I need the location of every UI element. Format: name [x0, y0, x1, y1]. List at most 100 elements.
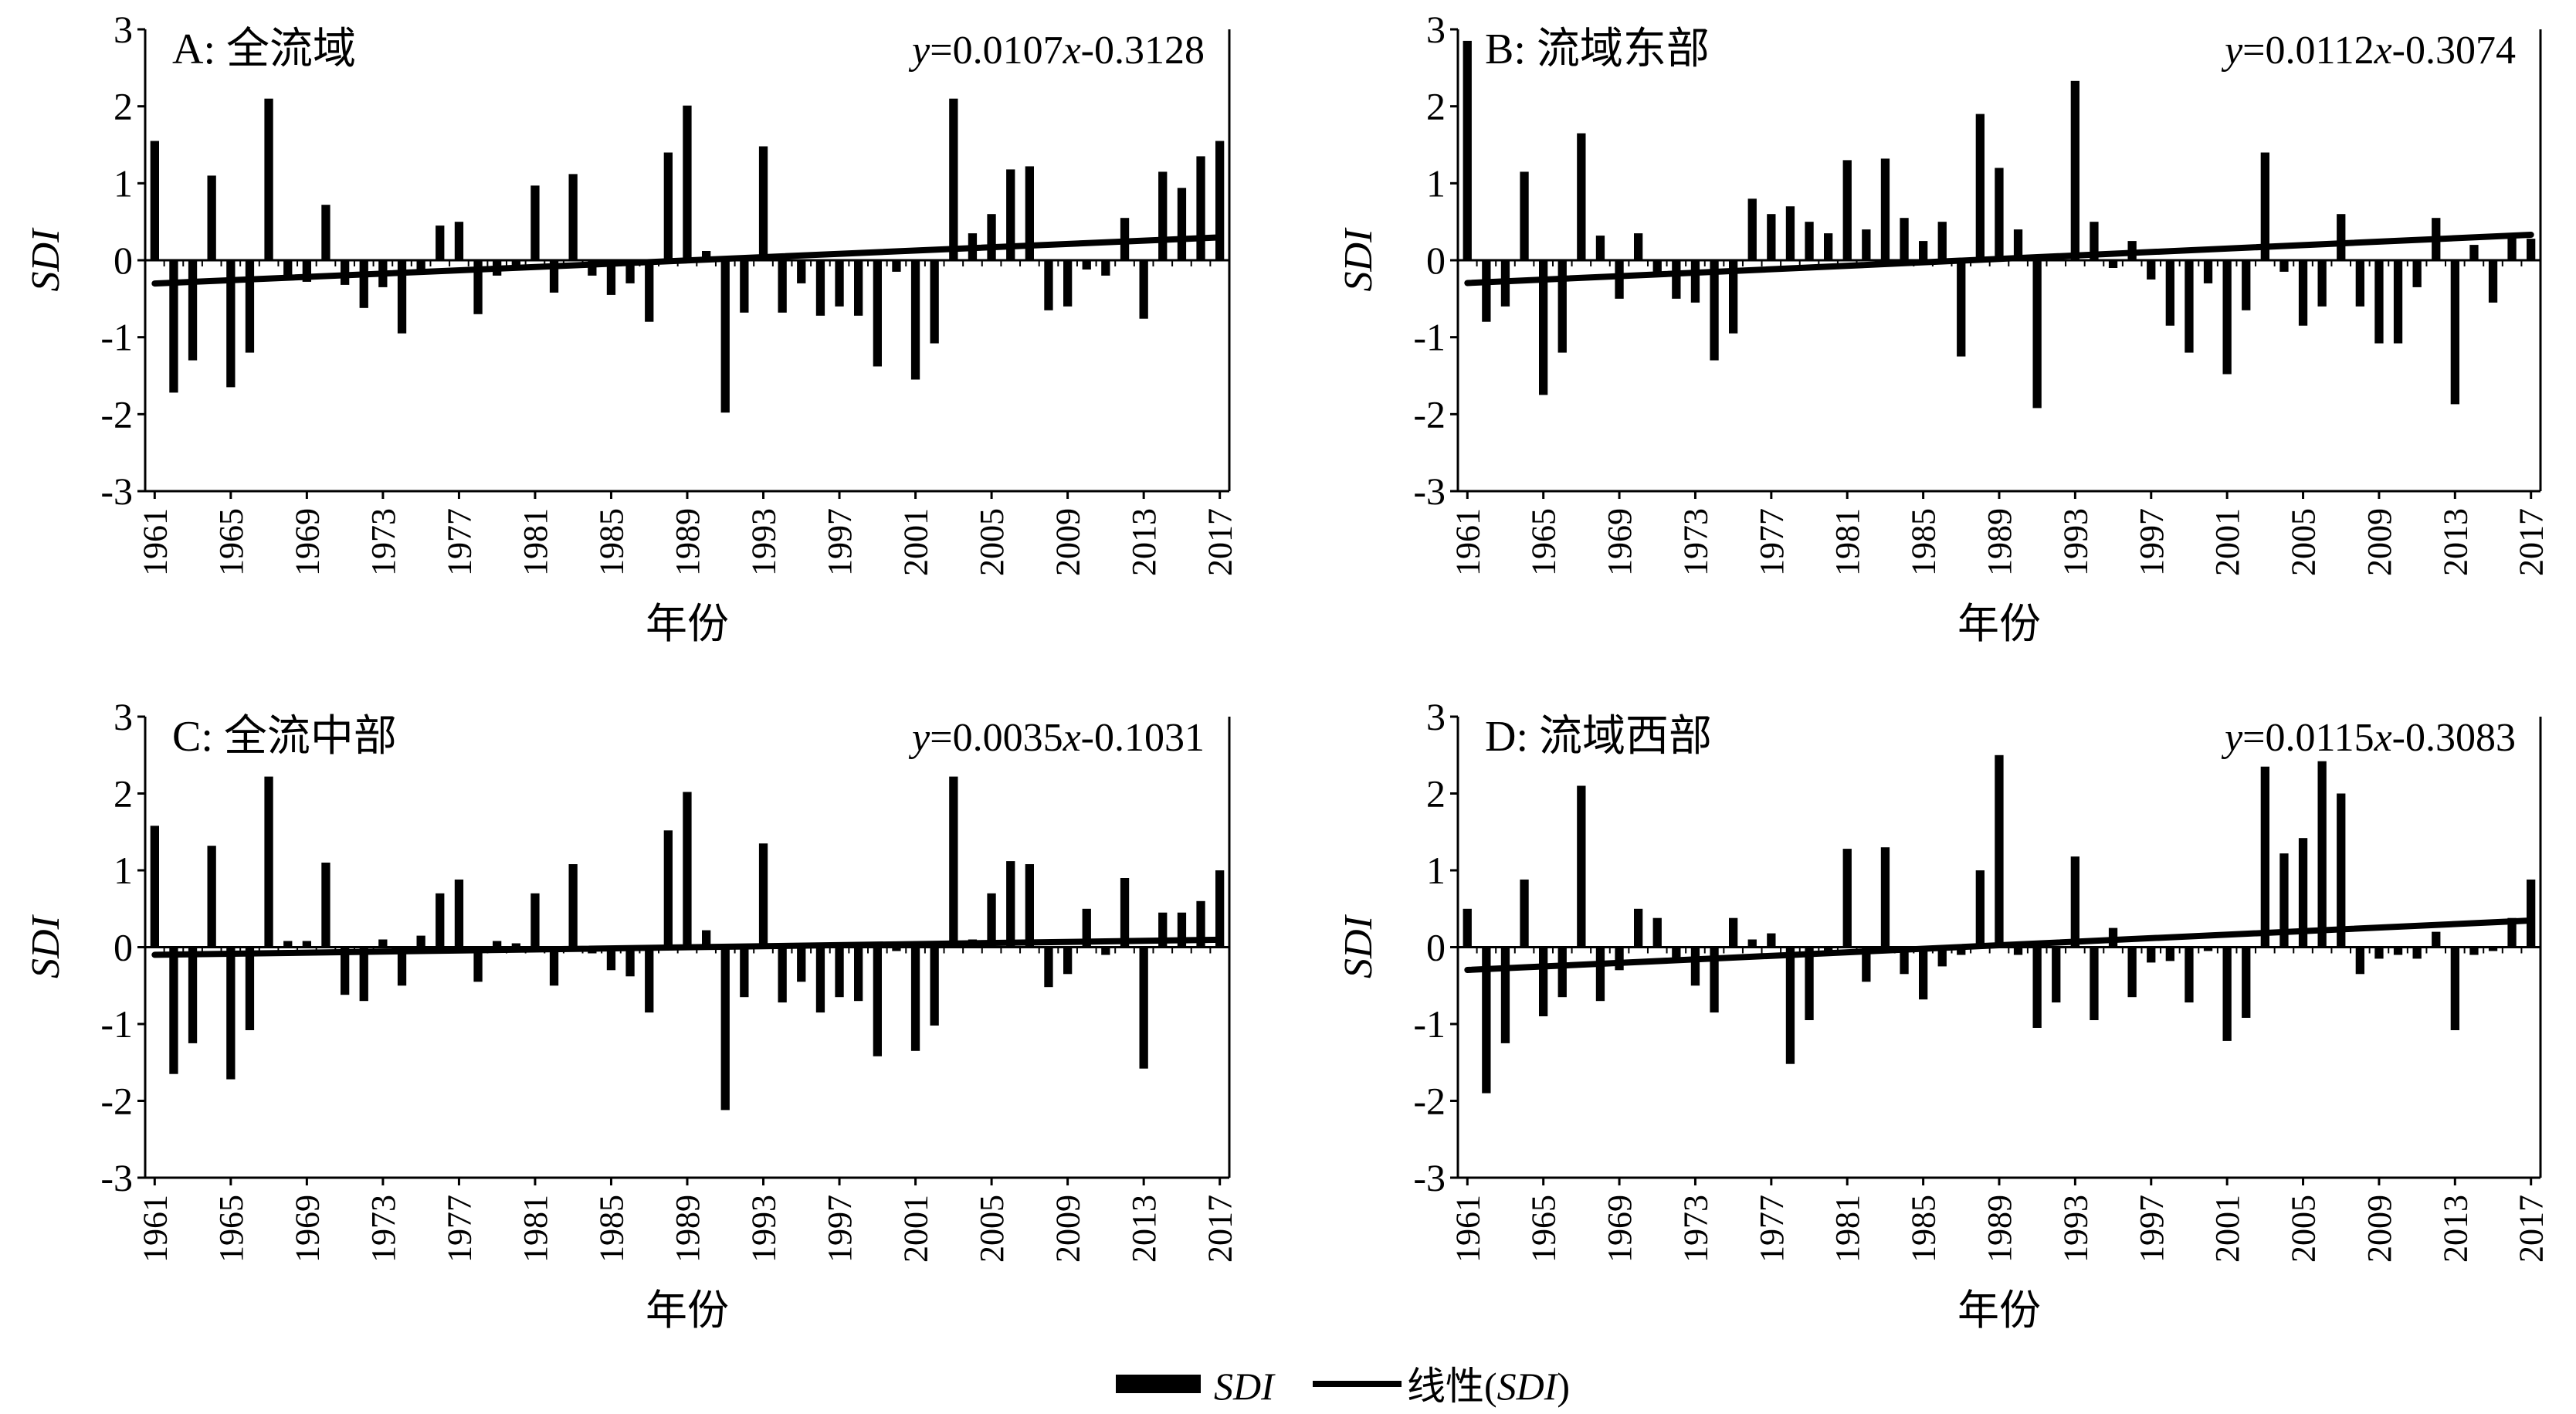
bar-b-1982 [1862, 229, 1871, 260]
bar-c-1972 [359, 947, 368, 1002]
bar-b-2000 [2203, 260, 2213, 283]
bar-d-1976 [1747, 939, 1757, 948]
bar-a-1987 [645, 260, 654, 322]
x-axis-label-c: 年份 [646, 1287, 729, 1334]
bar-b-1997 [2147, 260, 2156, 280]
bar-c-1968 [283, 941, 293, 948]
bar-b-1977 [1767, 214, 1776, 260]
bar-c-1996 [815, 947, 825, 1013]
bar-b-1964 [1520, 171, 1529, 260]
bar-b-2008 [2355, 260, 2364, 307]
x-tick-label-c-1977: 1977 [440, 1195, 478, 1263]
x-tick-label-d-1985: 1985 [1905, 1195, 1943, 1263]
bar-b-2010 [2393, 260, 2403, 344]
y-tick-label-c-1: 1 [114, 849, 133, 892]
x-tick-label-b-2017: 2017 [2513, 508, 2551, 576]
bar-c-1970 [321, 863, 330, 948]
bar-d-2003 [2260, 766, 2269, 948]
bar-a-1994 [778, 260, 787, 313]
x-tick-label-b-1981: 1981 [1829, 508, 1866, 576]
bar-d-1965 [1539, 947, 1548, 1016]
bar-c-1990 [702, 930, 711, 948]
y-tick-label-c--3: -3 [100, 1156, 133, 1199]
bar-a-1982 [549, 260, 559, 293]
bar-d-1971 [1652, 917, 1662, 948]
bar-b-1984 [1900, 218, 1909, 260]
bar-b-1991 [2032, 260, 2042, 409]
x-tick-label-b-1973: 1973 [1676, 508, 1714, 576]
bar-b-1989 [1995, 168, 2004, 260]
bar-a-2014 [1158, 171, 1168, 260]
bar-d-2001 [2222, 947, 2232, 1041]
bar-d-1981 [1842, 849, 1852, 948]
bar-b-1966 [1557, 260, 1567, 353]
bar-a-1961 [150, 141, 159, 260]
x-tick-label-d-1973: 1973 [1676, 1195, 1714, 1263]
bar-d-1982 [1862, 947, 1871, 982]
legend: SDI 线性(SDI) [1116, 1365, 1570, 1408]
y-tick-label-b--3: -3 [1413, 470, 1446, 513]
bar-d-1998 [2165, 947, 2174, 961]
bar-d-1986 [1937, 947, 1947, 967]
bar-d-2004 [2279, 853, 2289, 948]
bar-d-1987 [1957, 947, 1966, 955]
bar-c-1971 [341, 947, 350, 995]
bar-b-1999 [2185, 260, 2194, 353]
bar-b-1975 [1729, 260, 1738, 334]
bar-b-2016 [2507, 235, 2517, 260]
y-axis-label-c: SDI [24, 914, 68, 978]
bar-c-2008 [1044, 947, 1053, 988]
bar-c-1981 [530, 893, 540, 948]
bar-b-1974 [1710, 260, 1719, 361]
bar-b-2009 [2374, 260, 2384, 344]
bar-d-1972 [1672, 947, 1681, 959]
bar-d-1966 [1557, 947, 1567, 998]
bar-b-1979 [1805, 222, 1814, 260]
x-tick-label-b-1969: 1969 [1601, 508, 1639, 576]
bar-b-1976 [1747, 198, 1757, 260]
bar-c-2009 [1063, 947, 1073, 975]
x-tick-label-a-2009: 2009 [1049, 508, 1087, 576]
bar-d-1989 [1995, 754, 2004, 948]
bar-c-1999 [873, 947, 882, 1056]
bar-a-1991 [720, 260, 730, 413]
trend-line-d [1464, 917, 2534, 973]
y-tick-label-a-0: 0 [114, 239, 133, 282]
bar-a-2002 [930, 260, 939, 344]
bar-a-1990 [702, 251, 711, 260]
bar-a-1966 [245, 260, 255, 353]
bar-d-2007 [2337, 793, 2346, 948]
equation-b: y=0.0112x-0.3074 [2221, 29, 2516, 73]
bar-c-1998 [854, 947, 863, 1002]
y-tick-label-d-1: 1 [1426, 849, 1446, 892]
bar-b-1965 [1539, 260, 1548, 395]
bar-d-2015 [2488, 947, 2498, 951]
bar-c-1995 [797, 947, 806, 982]
x-tick-label-a-1969: 1969 [288, 508, 326, 576]
bar-c-1987 [645, 947, 654, 1013]
trend-line-c [151, 936, 1223, 958]
bar-c-2007 [1025, 864, 1034, 948]
bar-c-2001 [910, 947, 920, 1051]
bar-d-1964 [1520, 879, 1529, 948]
y-tick-label-b--1: -1 [1413, 316, 1446, 359]
y-tick-label-d--1: -1 [1413, 1002, 1446, 1046]
y-tick-label-b-1: 1 [1426, 161, 1446, 205]
bar-b-1985 [1919, 241, 1928, 260]
bar-c-1969 [302, 941, 311, 948]
panel-title-d: D: 流域西部 [1485, 713, 1712, 761]
bar-a-1988 [663, 152, 673, 260]
bar-c-1993 [758, 843, 768, 948]
y-tick-label-c-0: 0 [114, 926, 133, 969]
bar-b-1990 [2013, 229, 2023, 260]
y-tick-label-b-0: 0 [1426, 239, 1446, 282]
bar-d-2000 [2203, 947, 2213, 951]
bar-a-1997 [835, 260, 844, 307]
bar-c-2014 [1158, 912, 1168, 948]
bar-b-2007 [2337, 214, 2346, 260]
bar-d-2011 [2412, 947, 2422, 959]
bar-d-1993 [2070, 856, 2079, 948]
bar-b-1968 [1595, 236, 1605, 260]
bar-c-1986 [625, 947, 635, 977]
